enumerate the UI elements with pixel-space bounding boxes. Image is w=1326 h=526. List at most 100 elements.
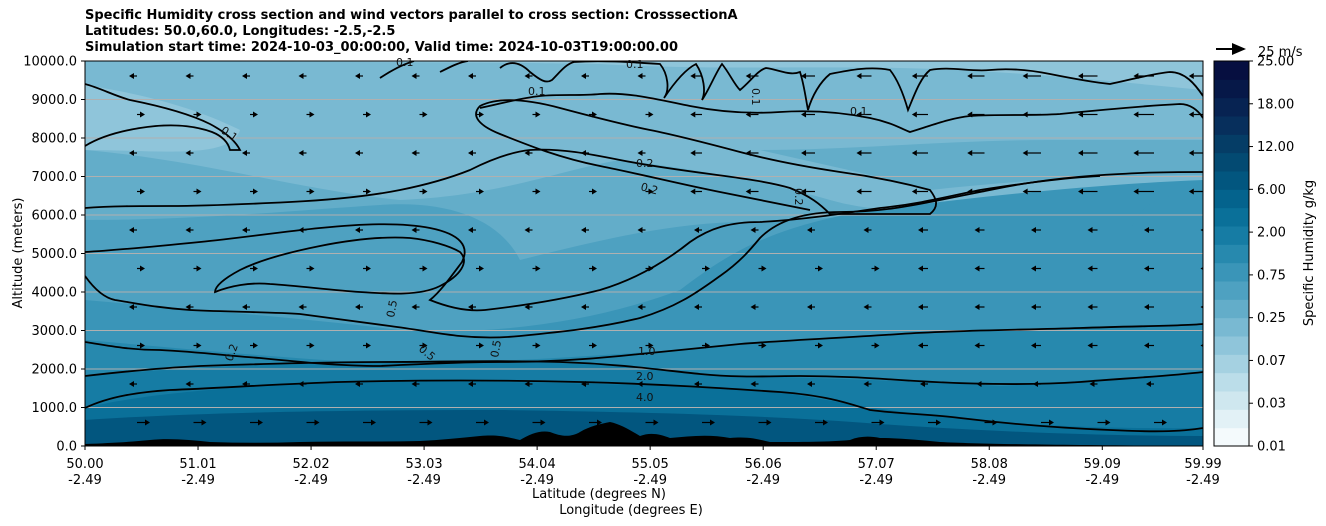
wind-vector-head <box>1200 344 1203 347</box>
wind-vector-head <box>1087 227 1093 233</box>
contour-label: 0.2 <box>223 342 241 363</box>
wind-vector-head <box>1033 381 1038 387</box>
wind-vector-head <box>535 265 541 272</box>
wind-vector-head <box>129 304 134 310</box>
contour-label: 1.0 <box>638 345 656 358</box>
x-tick-label-lon: -2.49 <box>68 473 102 488</box>
wind-vector-head <box>366 188 371 195</box>
wind-vector-head <box>1031 227 1036 233</box>
wind-vector-head <box>309 111 315 118</box>
wind-vector-head <box>185 304 191 310</box>
wind-vector-head <box>524 150 530 156</box>
wind-vector-head <box>823 419 828 426</box>
wind-vector-head <box>524 304 530 310</box>
wind-vector-head <box>309 188 315 195</box>
wind-vector-head <box>422 111 428 118</box>
contour-label: 0.2 <box>639 180 659 197</box>
wind-vector-head <box>355 381 360 387</box>
wind-vector-head <box>863 227 869 233</box>
contour-line-0.5-upper <box>85 175 1101 312</box>
colorbar-swatch <box>1214 152 1249 172</box>
wind-vector-head <box>750 381 756 387</box>
colorbar-swatch <box>1214 189 1249 209</box>
wind-vector-head <box>745 150 751 156</box>
wind-vector-head <box>750 304 756 310</box>
wind-vector-head <box>856 150 862 156</box>
wind-vector-head <box>592 188 597 195</box>
wind-vector-head <box>411 73 417 79</box>
wind-vector-head <box>298 381 304 387</box>
contour-line-1.0 <box>85 323 1203 367</box>
wind-vector-head <box>411 304 417 310</box>
wind-vector-head <box>637 73 643 79</box>
quiver-key: 25 m/s <box>1216 43 1303 60</box>
colorbar-tick-label: 25.00 <box>1257 55 1294 70</box>
wind-vector-head <box>879 419 885 426</box>
colorbar <box>1214 61 1249 447</box>
wind-vector-head <box>750 227 756 233</box>
wind-vector-head <box>705 265 710 272</box>
contour-line-4.0 <box>85 379 1203 433</box>
contour-label: 0.5 <box>488 339 504 358</box>
wind-vector-head <box>1031 342 1036 349</box>
wind-vector-head <box>524 381 530 387</box>
wind-vector-head <box>976 381 982 387</box>
contour-label: 0.1 <box>850 105 868 118</box>
wind-vector-head <box>1188 111 1194 118</box>
wind-vector-head <box>309 265 315 272</box>
wind-vector-head <box>422 188 428 195</box>
x-tick-label-lat: 59.09 <box>1084 457 1121 472</box>
x-axis-label-longitude: Longitude (degrees E) <box>559 503 703 518</box>
wind-vector-head <box>196 265 202 272</box>
colorbar-tick-label: 2.00 <box>1257 226 1286 241</box>
colorbar-swatch <box>1214 354 1249 374</box>
x-tick-label-lat: 51.01 <box>179 457 216 472</box>
x-tick-label-lon: -2.49 <box>972 473 1006 488</box>
wind-vector-head <box>648 265 654 272</box>
x-tick-label-lon: -2.49 <box>407 473 441 488</box>
wind-vector-head <box>967 150 973 156</box>
x-tick-label-lat: 54.04 <box>519 457 556 472</box>
y-tick-label: 3000.0 <box>32 324 78 339</box>
wind-vector-head <box>1133 111 1139 118</box>
wind-vector-head <box>535 342 541 349</box>
x-tick-label-lon: -2.49 <box>1085 473 1119 488</box>
wind-vector-head <box>253 265 258 272</box>
wind-vector-head <box>1031 304 1036 310</box>
x-tick-label-lat: 52.02 <box>292 457 329 472</box>
wind-vector-head <box>366 111 371 118</box>
wind-vector-head <box>581 381 586 387</box>
wind-vector-head <box>468 304 473 310</box>
colorbar-swatch <box>1214 244 1249 264</box>
wind-vector-head <box>694 227 699 233</box>
wind-vector-head <box>967 111 973 118</box>
wind-vector-head <box>1133 150 1139 156</box>
wind-vector-head <box>1022 73 1028 79</box>
wind-vector-head <box>298 73 304 79</box>
wind-vector-head <box>524 227 530 233</box>
wind-vector-head <box>874 342 880 349</box>
colorbar-swatch <box>1214 97 1249 117</box>
wind-vector-head <box>761 265 767 272</box>
chart-title-line-1: Specific Humidity cross section and wind… <box>85 8 738 23</box>
wind-vector-head <box>918 342 923 349</box>
y-tick-label: 6000.0 <box>32 209 78 224</box>
wind-vector-head <box>690 150 696 156</box>
wind-vector-head <box>1162 419 1167 426</box>
wind-vector-head <box>592 265 597 272</box>
wind-vector-head <box>637 227 643 233</box>
colorbar-swatch <box>1214 207 1249 227</box>
wind-vector-head <box>918 265 923 272</box>
wind-vector-head <box>309 342 315 349</box>
y-axis: 0.0 1000.0 2000.0 3000.0 4000.0 5000.0 6000.0 7… <box>23 55 85 455</box>
terrain-orography <box>85 422 1203 446</box>
contour-label: 0.1 <box>396 56 414 69</box>
wind-vector-head <box>690 111 696 118</box>
x-tick-label-lat: 56.06 <box>745 457 782 472</box>
colorbar-swatch <box>1214 226 1249 245</box>
wind-vector-head <box>911 111 917 118</box>
wind-vector-head <box>597 419 602 426</box>
colorbar-swatch <box>1214 262 1249 282</box>
colorbar-tick-label: 6.00 <box>1257 183 1286 198</box>
